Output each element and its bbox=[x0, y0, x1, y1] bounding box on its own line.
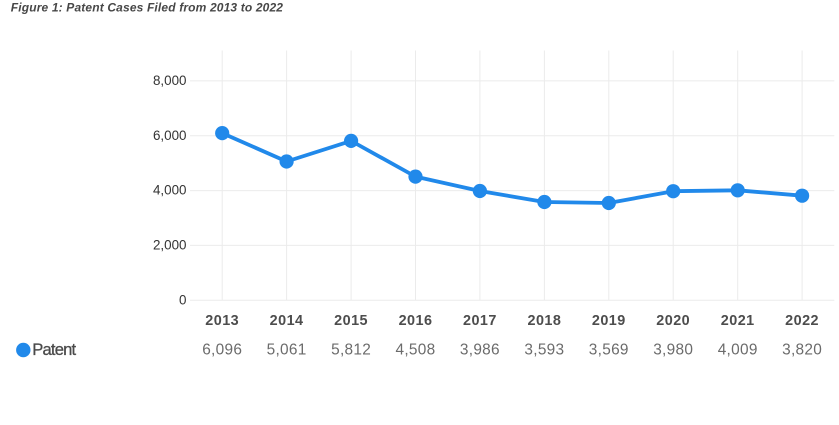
svg-text:2,000: 2,000 bbox=[153, 237, 187, 252]
svg-text:3,980: 3,980 bbox=[653, 341, 693, 358]
svg-text:2014: 2014 bbox=[270, 313, 304, 329]
svg-text:2019: 2019 bbox=[592, 313, 626, 329]
svg-text:2015: 2015 bbox=[334, 313, 368, 329]
svg-text:2020: 2020 bbox=[656, 313, 690, 329]
svg-text:2018: 2018 bbox=[527, 313, 561, 329]
svg-text:3,986: 3,986 bbox=[460, 341, 500, 358]
svg-text:2017: 2017 bbox=[463, 313, 497, 329]
svg-text:0: 0 bbox=[179, 292, 186, 307]
svg-text:3,593: 3,593 bbox=[524, 341, 564, 358]
svg-text:6,096: 6,096 bbox=[202, 341, 242, 358]
svg-text:2013: 2013 bbox=[205, 313, 239, 329]
svg-text:2021: 2021 bbox=[721, 313, 755, 329]
svg-text:5,061: 5,061 bbox=[267, 341, 307, 358]
svg-text:4,508: 4,508 bbox=[395, 341, 435, 358]
svg-text:5,812: 5,812 bbox=[331, 341, 371, 358]
svg-text:Patent: Patent bbox=[32, 340, 76, 359]
svg-text:8,000: 8,000 bbox=[153, 73, 187, 88]
svg-text:2022: 2022 bbox=[785, 313, 819, 329]
svg-text:4,009: 4,009 bbox=[718, 341, 758, 358]
svg-text:3,820: 3,820 bbox=[782, 341, 822, 358]
svg-text:Figure 1: Patent Cases Filed f: Figure 1: Patent Cases Filed from 2013 t… bbox=[11, 0, 284, 14]
svg-text:2016: 2016 bbox=[399, 313, 433, 329]
svg-text:4,000: 4,000 bbox=[153, 183, 187, 198]
svg-text:3,569: 3,569 bbox=[589, 341, 629, 358]
svg-text:6,000: 6,000 bbox=[153, 128, 187, 143]
